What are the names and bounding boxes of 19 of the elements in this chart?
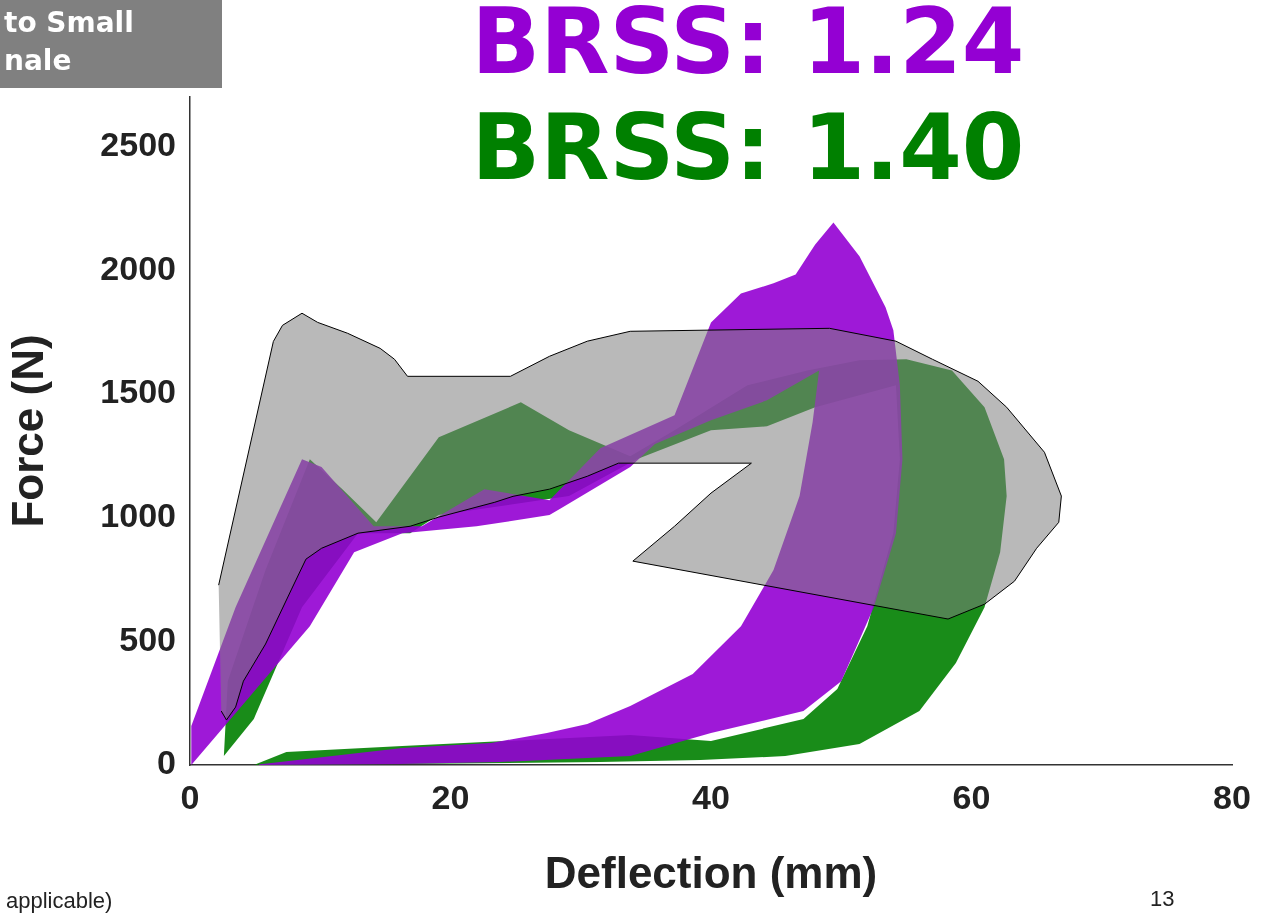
x-tick-label: 60 bbox=[952, 777, 991, 816]
x-tick-label: 20 bbox=[431, 777, 470, 816]
text: nale bbox=[4, 43, 73, 79]
text: BRSS: 1.40 bbox=[471, 95, 1025, 201]
y-tick-label: 0 bbox=[157, 743, 176, 782]
x-tick-label: 80 bbox=[1213, 777, 1251, 816]
text: applicable) bbox=[6, 888, 113, 914]
y-tick-label: 2500 bbox=[100, 124, 176, 163]
x-axis-title: Deflection (mm) bbox=[544, 847, 878, 897]
y-tick-label: 500 bbox=[119, 619, 176, 658]
y-tick-label: 2000 bbox=[100, 248, 176, 287]
text: 13 bbox=[1150, 886, 1175, 912]
text: BRSS: 1.24 bbox=[471, 0, 1025, 95]
y-axis-title: Force (N) bbox=[2, 334, 52, 528]
y-tick-label: 1500 bbox=[100, 372, 176, 411]
x-tick-label: 40 bbox=[692, 777, 730, 816]
y-tick-label: 1000 bbox=[100, 495, 176, 534]
text: to Small bbox=[4, 5, 135, 41]
x-tick-label: 0 bbox=[180, 777, 200, 816]
